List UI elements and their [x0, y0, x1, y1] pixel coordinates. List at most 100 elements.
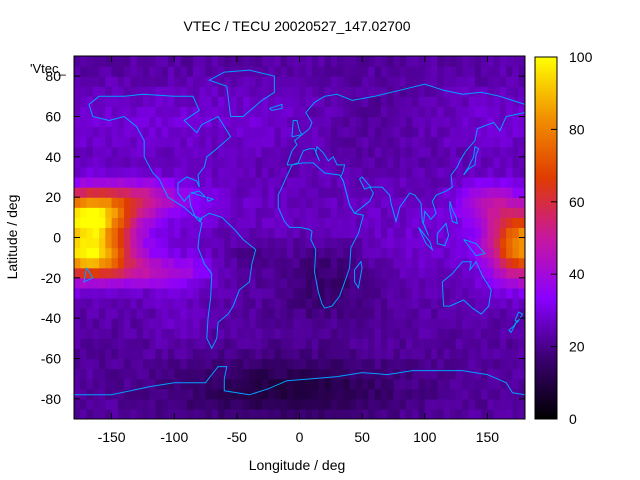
heat-cell: [105, 408, 113, 419]
heat-cell: [218, 126, 225, 138]
heat-cell: [443, 177, 451, 188]
heat-cell: [431, 237, 438, 249]
heat-cell: [312, 166, 319, 178]
heat-cell: [399, 227, 407, 239]
heat-cell: [211, 358, 219, 370]
heat-cell: [355, 156, 363, 168]
heat-cell: [199, 408, 207, 419]
heat-cell: [380, 338, 388, 350]
heat-cell: [330, 96, 338, 108]
heat-cell: [186, 358, 194, 370]
heat-cell: [105, 207, 113, 218]
heat-cell: [405, 408, 413, 419]
heat-cell: [193, 257, 200, 269]
heat-cell: [117, 287, 125, 299]
heat-cell: [211, 408, 219, 419]
heat-cell: [167, 358, 175, 370]
heat-cell: [405, 237, 413, 249]
heat-cell: [249, 166, 257, 178]
heat-cell: [462, 227, 470, 239]
heat-cell: [424, 197, 432, 208]
heat-cell: [142, 277, 150, 289]
heat-cell: [80, 298, 88, 309]
heat-cell: [337, 166, 344, 178]
heat-cell: [180, 136, 188, 148]
heat-cell: [387, 106, 395, 118]
heat-cell: [418, 328, 426, 339]
heat-cell: [99, 96, 106, 108]
heat-cell: [167, 217, 175, 229]
heat-cell: [418, 388, 426, 400]
heat-cell: [355, 86, 363, 97]
heat-cell: [218, 66, 225, 77]
heat-cell: [368, 156, 376, 168]
heat-cell: [487, 126, 495, 138]
heat-cell: [274, 136, 282, 148]
heat-cell: [280, 287, 288, 299]
heat-cell: [167, 287, 175, 299]
heat-cell: [293, 126, 301, 138]
heat-cell: [324, 96, 332, 108]
heat-cell: [456, 197, 463, 208]
heat-cell: [224, 318, 232, 329]
heat-cell: [286, 136, 294, 148]
heat-cell: [487, 66, 495, 77]
heat-cell: [293, 116, 301, 128]
heat-cell: [343, 287, 351, 299]
heat-cell: [431, 136, 438, 148]
heat-cell: [111, 116, 119, 128]
heat-cell: [431, 86, 438, 97]
heat-cell: [205, 116, 213, 128]
heat-cell: [142, 136, 150, 148]
heat-cell: [412, 96, 420, 108]
heat-cell: [167, 177, 175, 188]
heat-cell: [318, 116, 326, 128]
heat-cell: [218, 166, 225, 178]
heat-cell: [424, 207, 432, 218]
heat-cell: [355, 126, 363, 138]
heat-cell: [205, 257, 213, 269]
heat-cell: [443, 308, 451, 319]
heat-cell: [211, 166, 219, 178]
heat-cell: [393, 156, 401, 168]
heat-cell: [305, 187, 313, 198]
heat-cell: [167, 247, 175, 259]
heat-cell: [286, 368, 294, 380]
heat-cell: [193, 187, 200, 198]
heat-cell: [512, 166, 520, 178]
heat-cell: [211, 156, 219, 168]
heat-cell: [142, 116, 150, 128]
heat-cell: [362, 66, 369, 77]
heat-cell: [155, 368, 163, 380]
heat-cell: [380, 308, 388, 319]
heat-cell: [393, 287, 401, 299]
heat-cell: [399, 86, 407, 97]
heat-cell: [462, 318, 470, 329]
heat-cell: [337, 378, 344, 390]
heat-cell: [286, 267, 294, 279]
heat-cell: [512, 348, 520, 360]
heat-cell: [349, 177, 357, 188]
heat-cell: [337, 237, 344, 249]
heat-cell: [155, 388, 163, 400]
heat-cell: [180, 86, 188, 97]
heat-cell: [324, 66, 332, 77]
heat-cell: [405, 86, 413, 97]
heat-cell: [349, 227, 357, 239]
heat-cell: [374, 56, 382, 67]
heat-cell: [261, 378, 269, 390]
heat-cell: [424, 267, 432, 279]
heat-cell: [274, 227, 282, 239]
heat-cell: [224, 287, 232, 299]
heat-cell: [324, 197, 332, 208]
heat-cell: [199, 237, 207, 249]
heat-cell: [405, 126, 413, 138]
heat-cell: [368, 368, 376, 380]
heat-cell: [92, 257, 100, 269]
heat-cell: [518, 408, 525, 419]
heat-cell: [424, 86, 432, 97]
heat-cell: [180, 106, 188, 118]
heat-cell: [249, 227, 257, 239]
heat-cell: [268, 257, 276, 269]
heat-cell: [199, 207, 207, 218]
